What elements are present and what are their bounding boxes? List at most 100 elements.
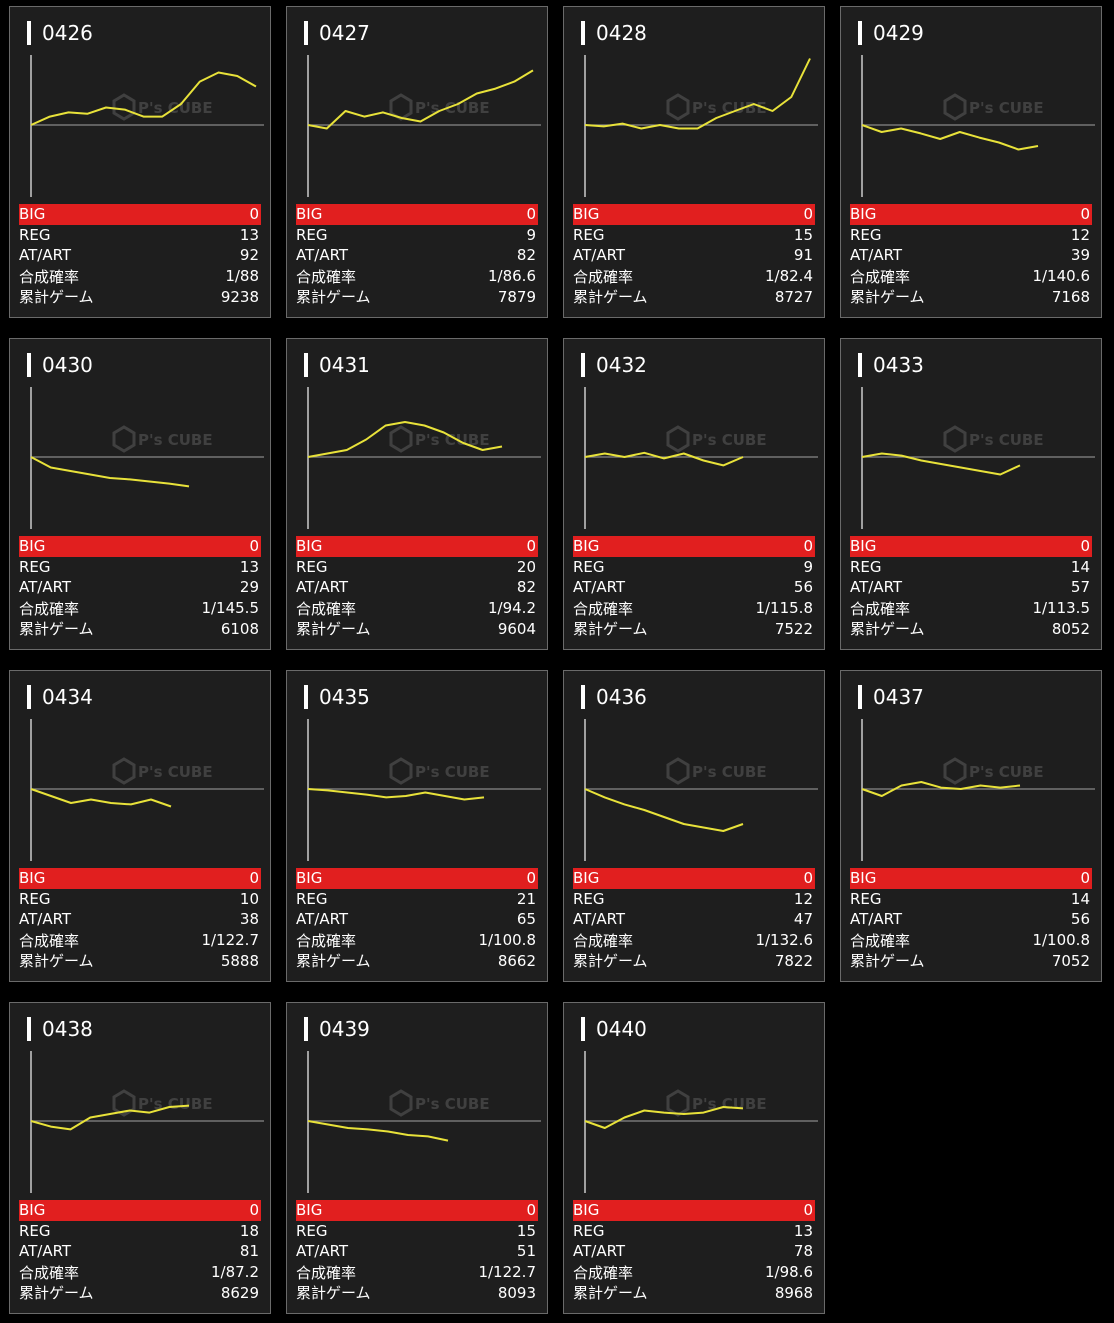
stat-label: AT/ART <box>573 910 626 929</box>
stat-value: 82 <box>516 578 536 597</box>
stat-label: AT/ART <box>850 578 903 597</box>
machine-card[interactable]: 0429 P's CUBE BIG 0 REG 12 AT/ART 39 合成確率 1/140.6… <box>840 6 1102 318</box>
stat-row-games: 累計ゲーム 8093 <box>296 1282 538 1303</box>
watermark-logo: P's CUBE <box>389 93 490 121</box>
stat-row-big: BIG 0 <box>573 868 815 889</box>
stat-label: 合成確率 <box>573 1263 634 1282</box>
stat-value: 1/122.7 <box>478 1263 536 1282</box>
stats-table: BIG 0 REG 10 AT/ART 38 合成確率 1/122.7 累計ゲーム 5888 <box>19 868 261 971</box>
stat-row-prob: 合成確率 1/132.6 <box>573 930 815 951</box>
machine-card[interactable]: 0433 P's CUBE BIG 0 REG 14 AT/ART 57 合成確率 1/113.5… <box>840 338 1102 650</box>
trend-line <box>861 781 1021 797</box>
stat-row-at: AT/ART 82 <box>296 577 538 598</box>
stat-row-games: 累計ゲーム 7879 <box>296 286 538 307</box>
stat-label: BIG <box>573 869 600 888</box>
stat-label: BIG <box>296 869 323 888</box>
machine-number: 0428 <box>581 21 647 45</box>
stat-value: 7052 <box>1051 951 1090 970</box>
machine-card[interactable]: 0431 P's CUBE BIG 0 REG 20 AT/ART 82 合成確率 1/94.2 累… <box>286 338 548 650</box>
stat-label: BIG <box>19 1201 46 1220</box>
trend-graph: P's CUBE <box>26 51 266 197</box>
stat-value: 51 <box>516 1242 536 1261</box>
stat-row-at: AT/ART 51 <box>296 1241 538 1262</box>
machine-number: 0439 <box>304 1017 370 1041</box>
stat-value: 8093 <box>497 1283 536 1302</box>
stat-row-reg: REG 18 <box>19 1221 261 1242</box>
stat-label: REG <box>850 557 882 576</box>
machine-card[interactable]: 0432 P's CUBE BIG 0 REG 9 AT/ART 56 合成確率 1/115.8 累… <box>563 338 825 650</box>
machine-card[interactable]: 0440 P's CUBE BIG 0 REG 13 AT/ART 78 合成確率 1/98.6 累… <box>563 1002 825 1314</box>
trend-graph: P's CUBE <box>580 715 820 861</box>
stat-label: BIG <box>296 537 323 556</box>
machine-card[interactable]: 0439 P's CUBE BIG 0 REG 15 AT/ART 51 合成確率 1/122.7… <box>286 1002 548 1314</box>
stat-value: 0 <box>249 205 259 224</box>
stat-row-big: BIG 0 <box>296 868 538 889</box>
stat-value: 7522 <box>774 619 813 638</box>
stat-value: 38 <box>239 910 259 929</box>
machine-card[interactable]: 0426 P's CUBE BIG 0 REG 13 AT/ART 92 合成確率 1/88 累計ゲ… <box>9 6 271 318</box>
stat-row-at: AT/ART 29 <box>19 577 261 598</box>
stat-row-prob: 合成確率 1/100.8 <box>850 930 1092 951</box>
stat-value: 1/132.6 <box>755 931 813 950</box>
stat-label: AT/ART <box>850 246 903 265</box>
watermark-text: P's CUBE <box>138 1095 213 1113</box>
stat-value: 1/140.6 <box>1032 267 1090 286</box>
watermark-logo: P's CUBE <box>943 757 1044 785</box>
stat-label: 累計ゲーム <box>296 952 371 971</box>
trend-line <box>861 452 1021 476</box>
cube-icon <box>112 1089 136 1117</box>
machine-card[interactable]: 0438 P's CUBE BIG 0 REG 18 AT/ART 81 合成確率 1/87.2 累… <box>9 1002 271 1314</box>
stat-row-big: BIG 0 <box>573 1200 815 1221</box>
watermark-text: P's CUBE <box>969 99 1044 117</box>
watermark-text: P's CUBE <box>415 1095 490 1113</box>
stats-table: BIG 0 REG 13 AT/ART 29 合成確率 1/145.5 累計ゲーム 6108 <box>19 536 261 639</box>
trend-graph: P's CUBE <box>26 1047 266 1193</box>
stat-label: 累計ゲーム <box>850 620 925 639</box>
stat-row-reg: REG 15 <box>296 1221 538 1242</box>
stat-value: 57 <box>1070 578 1090 597</box>
machine-card[interactable]: 0427 P's CUBE BIG 0 REG 9 AT/ART 82 合成確率 1/86.6 累計… <box>286 6 548 318</box>
machine-number: 0436 <box>581 685 647 709</box>
stat-value: 1/94.2 <box>488 599 536 618</box>
stat-value: 82 <box>516 246 536 265</box>
stats-table: BIG 0 REG 13 AT/ART 92 合成確率 1/88 累計ゲーム 9238 <box>19 204 261 307</box>
stat-label: BIG <box>296 205 323 224</box>
cube-icon <box>389 93 413 121</box>
trend-line <box>584 788 744 832</box>
machine-card[interactable]: 0434 P's CUBE BIG 0 REG 10 AT/ART 38 合成確率 1/122.7… <box>9 670 271 982</box>
stat-row-at: AT/ART 57 <box>850 577 1092 598</box>
stat-value: 0 <box>1080 869 1090 888</box>
stat-label: REG <box>573 889 605 908</box>
machine-card[interactable]: 0428 P's CUBE BIG 0 REG 15 AT/ART 91 合成確率 1/82.4 累… <box>563 6 825 318</box>
cube-icon <box>389 425 413 453</box>
stat-row-reg: REG 14 <box>850 889 1092 910</box>
machine-card[interactable]: 0437 P's CUBE BIG 0 REG 14 AT/ART 56 合成確率 1/100.8… <box>840 670 1102 982</box>
stat-value: 56 <box>793 578 813 597</box>
stat-label: 合成確率 <box>296 599 357 618</box>
stat-label: REG <box>296 889 328 908</box>
stat-value: 1/100.8 <box>478 931 536 950</box>
stats-table: BIG 0 REG 15 AT/ART 91 合成確率 1/82.4 累計ゲーム 8727 <box>573 204 815 307</box>
stat-label: REG <box>296 1221 328 1240</box>
watermark-text: P's CUBE <box>692 763 767 781</box>
stat-value: 0 <box>249 537 259 556</box>
machine-card[interactable]: 0430 P's CUBE BIG 0 REG 13 AT/ART 29 合成確率 1/145.5… <box>9 338 271 650</box>
stat-value: 29 <box>239 578 259 597</box>
stat-value: 10 <box>239 889 259 908</box>
machine-card[interactable]: 0436 P's CUBE BIG 0 REG 12 AT/ART 47 合成確率 1/132.6… <box>563 670 825 982</box>
stat-row-at: AT/ART 39 <box>850 245 1092 266</box>
stat-value: 0 <box>803 869 813 888</box>
stat-row-big: BIG 0 <box>296 204 538 225</box>
stat-label: 合成確率 <box>850 599 911 618</box>
stat-value: 7168 <box>1051 287 1090 306</box>
stat-label: BIG <box>850 869 877 888</box>
stat-value: 65 <box>516 910 536 929</box>
stat-row-reg: REG 13 <box>19 557 261 578</box>
stat-value: 0 <box>526 1201 536 1220</box>
stats-table: BIG 0 REG 15 AT/ART 51 合成確率 1/122.7 累計ゲーム 8093 <box>296 1200 538 1303</box>
watermark-text: P's CUBE <box>138 763 213 781</box>
stat-value: 8662 <box>497 951 536 970</box>
stat-label: BIG <box>19 869 46 888</box>
watermark-logo: P's CUBE <box>112 1089 213 1117</box>
machine-card[interactable]: 0435 P's CUBE BIG 0 REG 21 AT/ART 65 合成確率 1/100.8… <box>286 670 548 982</box>
